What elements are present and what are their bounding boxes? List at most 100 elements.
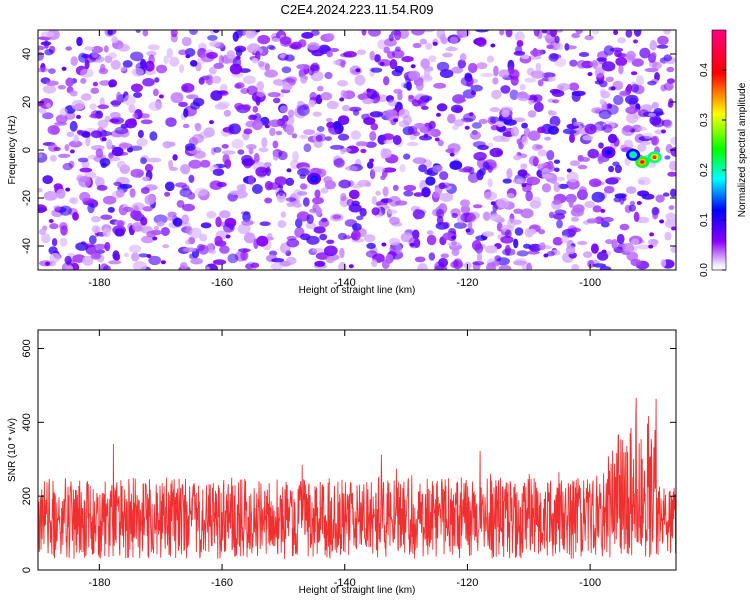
heatmap-cell: [445, 46, 458, 52]
heatmap-cell: [323, 176, 333, 184]
heatmap-cell: [210, 90, 223, 101]
heatmap-cell: [256, 81, 265, 91]
heatmap-cell: [414, 256, 426, 263]
heatmap-cell: [383, 38, 397, 47]
heatmap-cell: [115, 189, 125, 198]
heatmap-cell: [89, 103, 97, 110]
heatmap-cell: [297, 100, 305, 106]
heatmap-cell: [170, 30, 178, 38]
heatmap-cell: [613, 30, 619, 35]
heatmap-cell: [622, 242, 634, 253]
heatmap-cell: [664, 155, 671, 160]
heatmap-cell: [152, 236, 158, 241]
heatmap-cell: [566, 171, 579, 183]
heatmap-cell: [339, 247, 345, 259]
heatmap-cell: [99, 97, 105, 107]
heatmap-cell: [163, 55, 169, 64]
heatmap-cell: [551, 89, 565, 98]
heatmap-cell: [101, 137, 107, 142]
heatmap-cell: [255, 30, 261, 33]
heatmap-cell: [370, 67, 383, 73]
heatmap-cell: [587, 148, 599, 159]
heatmap-cell: [53, 146, 61, 152]
heatmap-cell: [633, 211, 640, 222]
heatmap-cell: [176, 200, 185, 208]
heatmap-cell: [670, 147, 676, 157]
heatmap-cell: [464, 72, 473, 80]
heatmap-cell: [160, 260, 166, 265]
heatmap-cell: [352, 223, 362, 231]
heatmap-cell: [415, 80, 424, 91]
heatmap-cell: [116, 160, 126, 170]
heatmap-cell: [638, 179, 645, 185]
heatmap-cell: [470, 84, 483, 92]
heatmap-cell: [217, 101, 231, 108]
heatmap-cell: [355, 68, 361, 73]
heatmap-cell: [182, 123, 190, 129]
heatmap-cell: [541, 77, 550, 82]
heatmap-cell: [594, 80, 604, 85]
heatmap-cell: [573, 121, 581, 127]
heatmap-cell: [261, 137, 268, 148]
heatmap-cell: [183, 108, 189, 118]
heatmap-cell: [543, 253, 549, 258]
heatmap-cell: [182, 203, 195, 212]
heatmap-cell: [64, 144, 70, 152]
heatmap-cell: [411, 30, 425, 36]
heatmap-cell: [547, 160, 554, 170]
heatmap-x-tick-label: -120: [456, 277, 478, 289]
heatmap-cell: [148, 255, 162, 266]
heatmap-cell: [568, 82, 580, 91]
heatmap-cell: [523, 127, 531, 138]
heatmap-cell: [206, 210, 217, 219]
heatmap-cell: [391, 49, 405, 59]
heatmap-cell: [552, 99, 560, 104]
heatmap-cell: [66, 131, 75, 137]
heatmap-cell: [577, 164, 588, 170]
heatmap-cell: [643, 132, 653, 139]
heatmap-cell: [630, 258, 642, 267]
heatmap-cell: [527, 110, 537, 118]
heatmap-cell: [556, 219, 563, 229]
snr-x-tick-label: -180: [88, 577, 110, 589]
heatmap-cell: [229, 63, 243, 75]
heatmap-cell: [443, 221, 450, 229]
heatmap-cell: [619, 90, 630, 97]
heatmap-cell: [199, 233, 208, 242]
heatmap-cell: [468, 112, 474, 117]
heatmap-cell: [59, 205, 72, 216]
heatmap-cell: [280, 211, 287, 218]
heatmap-cell: [625, 106, 638, 115]
heatmap-cell: [185, 191, 191, 199]
heatmap-cell: [453, 119, 464, 127]
heatmap-cell: [156, 221, 165, 227]
heatmap-cell: [253, 153, 260, 164]
heatmap-cell: [638, 109, 649, 118]
heatmap-cell: [552, 236, 563, 246]
heatmap-cell: [629, 200, 636, 206]
heatmap-cell: [660, 259, 667, 268]
heatmap-cell: [318, 218, 330, 228]
heatmap-cell: [606, 104, 619, 115]
heatmap-cell: [670, 136, 676, 145]
heatmap-cell: [636, 201, 642, 205]
heatmap-cell: [181, 214, 190, 225]
heatmap-cell: [162, 244, 170, 249]
heatmap-cell: [657, 35, 669, 45]
heatmap-cell: [332, 60, 341, 66]
heatmap-cell: [102, 227, 111, 238]
heatmap-cell: [496, 197, 510, 209]
heatmap-cell: [371, 207, 380, 216]
colorbar-tick-label: 0.2: [699, 163, 710, 177]
heatmap-cell: [59, 237, 68, 247]
heatmap-cell: [412, 157, 427, 165]
heatmap-cell: [72, 254, 86, 263]
heatmap-cell: [392, 135, 402, 145]
heatmap-cell: [529, 200, 542, 209]
heatmap-cell: [213, 146, 222, 153]
heatmap-cell: [272, 150, 279, 161]
heatmap-cell: [371, 259, 378, 268]
heatmap-cell: [383, 76, 390, 86]
heatmap-cell: [351, 200, 360, 207]
heatmap-cell: [302, 197, 310, 207]
